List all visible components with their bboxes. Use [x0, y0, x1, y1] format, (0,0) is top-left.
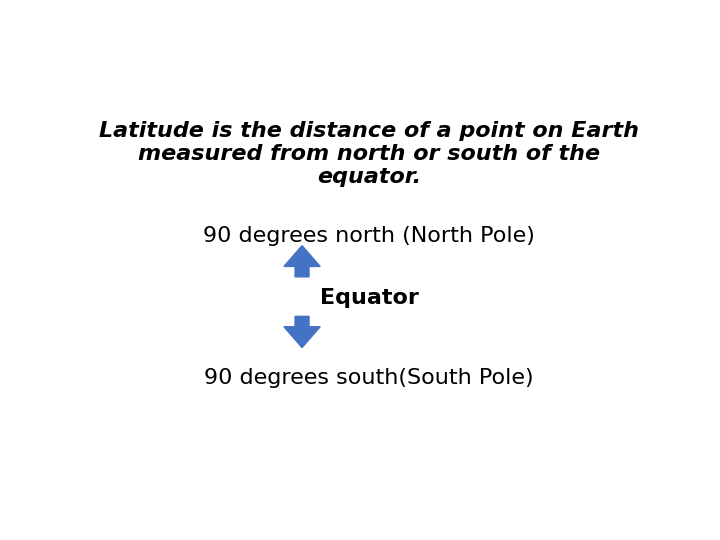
FancyArrow shape: [284, 246, 320, 277]
Text: Latitude is the distance of a point on Earth
measured from north or south of the: Latitude is the distance of a point on E…: [99, 121, 639, 187]
Text: 90 degrees north (North Pole): 90 degrees north (North Pole): [203, 226, 535, 246]
Text: Equator: Equator: [320, 288, 418, 308]
FancyArrow shape: [284, 316, 320, 348]
Text: 90 degrees south(South Pole): 90 degrees south(South Pole): [204, 368, 534, 388]
